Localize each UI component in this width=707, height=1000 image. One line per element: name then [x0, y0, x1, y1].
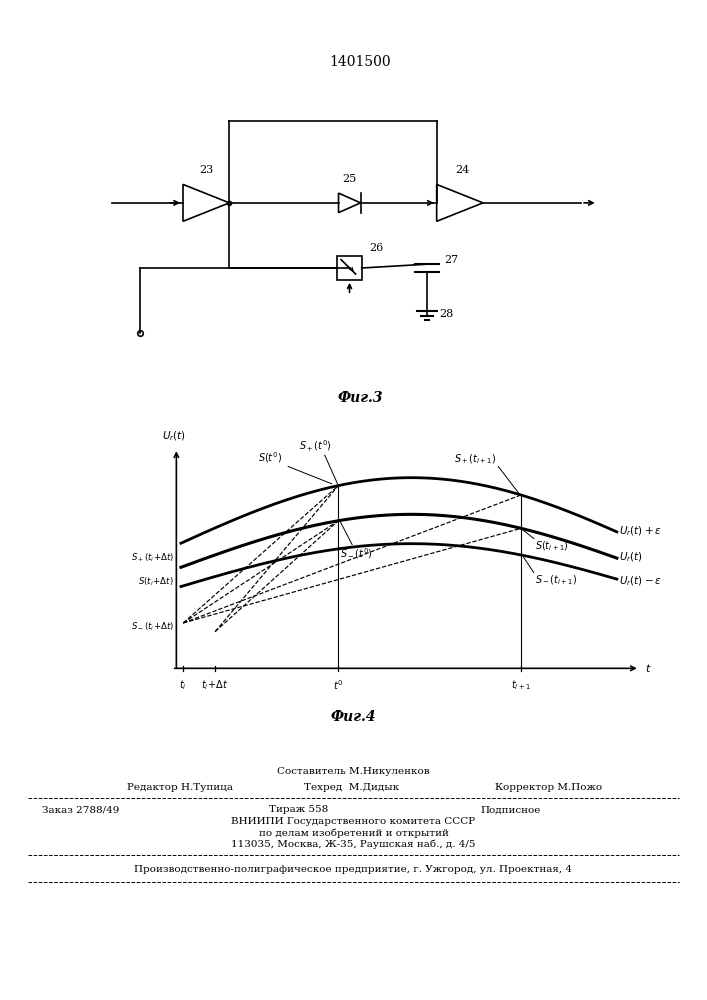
Text: по делам изобретений и открытий: по делам изобретений и открытий: [259, 828, 448, 838]
Text: $U_r(t)$: $U_r(t)$: [162, 429, 186, 443]
Text: $t_i\!+\!\Delta t$: $t_i\!+\!\Delta t$: [201, 679, 229, 692]
Text: $t_{i+1}$: $t_{i+1}$: [511, 679, 531, 692]
Text: $S_-(t_i\!+\!\Delta t)$: $S_-(t_i\!+\!\Delta t)$: [131, 621, 174, 633]
Text: Тираж 558: Тираж 558: [269, 806, 328, 814]
Text: $S_-(t_{i+1})$: $S_-(t_{i+1})$: [534, 573, 577, 587]
Bar: [337, 256, 362, 280]
Text: $S_-(t^0)$: $S_-(t^0)$: [340, 546, 373, 561]
Text: Подписное: Подписное: [481, 806, 541, 814]
Text: $t^0$: $t^0$: [333, 679, 344, 692]
Text: Фиг.3: Фиг.3: [338, 391, 383, 405]
Text: 1401500: 1401500: [329, 55, 392, 69]
Text: Техред  М.Дидык: Техред М.Дидык: [304, 782, 399, 792]
Text: 24: 24: [455, 165, 469, 175]
Text: ВНИИПИ Государственного комитета СССР: ВНИИПИ Государственного комитета СССР: [231, 818, 476, 826]
Text: 27: 27: [445, 255, 459, 265]
Text: 23: 23: [199, 165, 214, 175]
Text: $S_+(t^0)$: $S_+(t^0)$: [299, 439, 332, 454]
Text: Производственно-полиграфическое предприятие, г. Ужгород, ул. Проектная, 4: Производственно-полиграфическое предприя…: [134, 865, 573, 874]
Text: $S_+(t_i\!+\!\Delta t)$: $S_+(t_i\!+\!\Delta t)$: [131, 551, 174, 564]
Text: 25: 25: [342, 174, 356, 184]
Text: 113035, Москва, Ж-35, Раушская наб., д. 4/5: 113035, Москва, Ж-35, Раушская наб., д. …: [231, 839, 476, 849]
Text: $U_r(t)+\varepsilon$: $U_r(t)+\varepsilon$: [619, 524, 662, 538]
Text: $S(t_{i+1})$: $S(t_{i+1})$: [534, 539, 568, 553]
Text: Редактор Н.Тупица: Редактор Н.Тупица: [127, 782, 233, 792]
Text: Заказ 2788/49: Заказ 2788/49: [42, 806, 119, 814]
Text: Корректор М.Пожо: Корректор М.Пожо: [495, 782, 602, 792]
Text: $S(t^0)$: $S(t^0)$: [258, 451, 282, 465]
Text: Составитель М.Никуленков: Составитель М.Никуленков: [277, 768, 430, 776]
Text: $S(t_i\!+\!\Delta t)$: $S(t_i\!+\!\Delta t)$: [139, 575, 174, 588]
Text: 26: 26: [369, 243, 383, 253]
Text: Фиг.4: Фиг.4: [331, 710, 376, 724]
Text: $U_r(t)$: $U_r(t)$: [619, 550, 643, 564]
Text: $t_i$: $t_i$: [180, 679, 187, 692]
Text: $U_r(t)-\varepsilon$: $U_r(t)-\varepsilon$: [619, 575, 662, 588]
Text: $S_+(t_{i+1})$: $S_+(t_{i+1})$: [454, 452, 496, 466]
Text: $t$: $t$: [645, 662, 652, 674]
Text: 28: 28: [439, 309, 453, 319]
